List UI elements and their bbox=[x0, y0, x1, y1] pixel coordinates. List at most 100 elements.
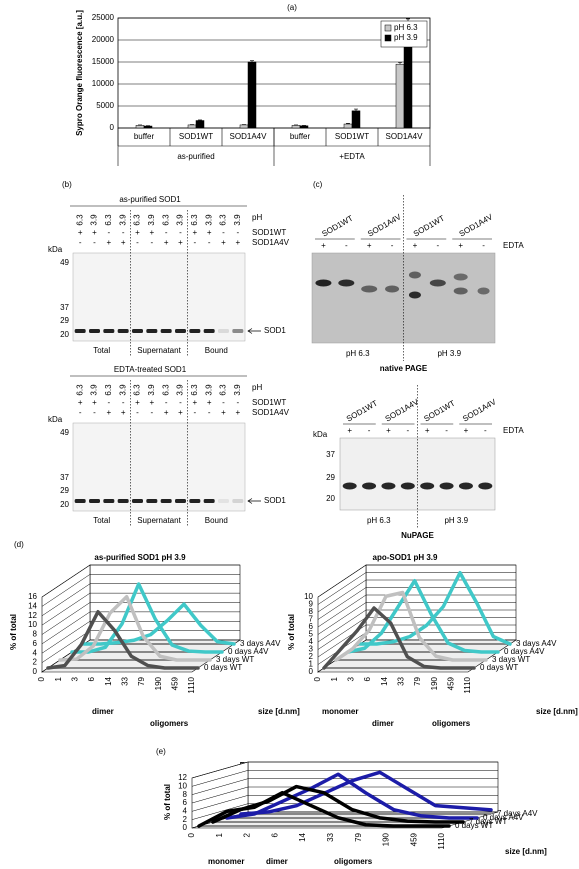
lane-ph: 6.3 bbox=[190, 214, 199, 226]
gel-band bbox=[408, 291, 421, 299]
lane-sign: + bbox=[164, 408, 169, 417]
lane-ph: 3.9 bbox=[233, 214, 242, 226]
lane-sign: - bbox=[236, 228, 239, 237]
lane-sign: + bbox=[207, 228, 212, 237]
x-tick-label: 3 bbox=[346, 676, 355, 681]
lane-ph: 3.9 bbox=[204, 384, 213, 396]
ph-label: pH 6.3 bbox=[346, 349, 370, 358]
legend-swatch bbox=[384, 24, 392, 32]
lane-sign: - bbox=[150, 408, 153, 417]
gel-band bbox=[315, 279, 332, 287]
x-tick-label: 6 bbox=[87, 676, 96, 681]
series-line bbox=[58, 594, 212, 662]
y-tick-label: 0 bbox=[110, 123, 115, 132]
lane-sign: + bbox=[78, 228, 83, 237]
y-tick-label: 5000 bbox=[96, 101, 114, 110]
gel-band bbox=[203, 329, 215, 333]
grid-line bbox=[317, 587, 516, 620]
gel bbox=[72, 422, 246, 512]
lane-sign: + bbox=[458, 241, 463, 250]
axis-annotation: dimer bbox=[266, 857, 288, 866]
lane-sign: - bbox=[436, 241, 439, 250]
lane-sign: + bbox=[135, 398, 140, 407]
x-tick-label: 6 bbox=[363, 676, 372, 681]
y-tick-label: 25000 bbox=[92, 13, 115, 22]
grid-line bbox=[317, 624, 516, 658]
legend-swatch bbox=[384, 34, 392, 42]
y-tick-label: 20000 bbox=[92, 35, 115, 44]
kda-label: kDa bbox=[313, 430, 328, 439]
lane-ph: 3.9 bbox=[90, 384, 99, 396]
gel-band bbox=[400, 482, 415, 490]
lane-sign: + bbox=[413, 241, 418, 250]
ph-label: pH 6.3 bbox=[367, 516, 391, 525]
axis-annotation: dimer bbox=[372, 719, 394, 728]
error-bar bbox=[198, 119, 202, 121]
y-tick-label: 10 bbox=[28, 620, 37, 629]
y-tick-label: 8 bbox=[309, 607, 314, 616]
lane-ph: 6.3 bbox=[219, 214, 228, 226]
lane-sign: + bbox=[192, 398, 197, 407]
series-label: 7 days WT bbox=[469, 817, 507, 826]
row-label: pH bbox=[252, 213, 262, 222]
series-line bbox=[70, 582, 224, 654]
lane-ph: 6.3 bbox=[190, 384, 199, 396]
x-tick-label: 1 bbox=[54, 676, 63, 681]
section-label: Bound bbox=[205, 516, 228, 525]
axis-annotation: monomer bbox=[322, 707, 358, 716]
marker-label: 37 bbox=[326, 450, 335, 459]
gel-title: as-purified SOD1 bbox=[119, 195, 181, 204]
gel-band bbox=[232, 329, 244, 333]
x-tick-label: 6 bbox=[270, 832, 279, 837]
lane-sign: + bbox=[149, 398, 154, 407]
gel-band bbox=[203, 499, 215, 503]
lane-sign: - bbox=[368, 426, 371, 435]
grid-line bbox=[317, 594, 516, 628]
gel-caption: NuPAGE bbox=[401, 531, 434, 540]
lane-sign: + bbox=[164, 238, 169, 247]
group-label: as-purified bbox=[177, 152, 214, 161]
marker-label: 29 bbox=[326, 473, 335, 482]
lane-sign: - bbox=[179, 228, 182, 237]
grid-line bbox=[41, 639, 240, 673]
lane-ph: 6.3 bbox=[161, 214, 170, 226]
y-axis-title: % of total bbox=[9, 614, 18, 650]
marker-label: 20 bbox=[326, 494, 335, 503]
gel-band bbox=[160, 329, 172, 333]
y-tick-label: 4 bbox=[309, 637, 314, 646]
bar bbox=[239, 124, 249, 129]
x-tick-label: 0 bbox=[37, 676, 46, 681]
row-label: EDTA bbox=[503, 426, 524, 435]
lane-sign: + bbox=[425, 426, 430, 435]
lane-sign: + bbox=[192, 228, 197, 237]
series-line bbox=[197, 790, 451, 828]
error-bar bbox=[250, 60, 254, 62]
arrow bbox=[247, 498, 261, 504]
lane-sign: + bbox=[386, 426, 391, 435]
y-tick-label: 2 bbox=[183, 815, 188, 824]
x-tick-label: SOD1WT bbox=[179, 132, 213, 141]
x-tick-label: buffer bbox=[290, 132, 311, 141]
lane-sign: + bbox=[178, 238, 183, 247]
gel-band bbox=[74, 499, 86, 503]
lane-sign: + bbox=[347, 426, 352, 435]
lane-sign: - bbox=[165, 398, 168, 407]
lane-sign: - bbox=[93, 408, 96, 417]
panel-label: (e) bbox=[156, 747, 166, 756]
grid-line bbox=[191, 770, 498, 787]
y-tick-label: 10 bbox=[178, 781, 187, 790]
gel-band bbox=[453, 287, 468, 295]
series-line bbox=[46, 610, 200, 670]
gel-band bbox=[361, 285, 378, 293]
x-tick-label: 33 bbox=[396, 676, 405, 685]
row-label: EDTA bbox=[503, 241, 524, 250]
lane-ph: 6.3 bbox=[161, 384, 170, 396]
y-tick-label: 5 bbox=[309, 630, 314, 639]
y-axis-title: % of total bbox=[287, 614, 296, 650]
x-tick-label: SOD1A4V bbox=[230, 132, 268, 141]
series-label: 0 days A4V bbox=[504, 647, 545, 656]
lane-sign: + bbox=[221, 408, 226, 417]
lane-sign: - bbox=[165, 228, 168, 237]
bar bbox=[299, 125, 309, 129]
bar bbox=[195, 120, 205, 129]
